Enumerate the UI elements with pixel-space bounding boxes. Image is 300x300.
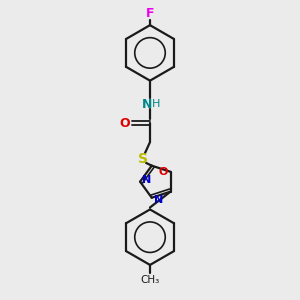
Text: S: S	[138, 152, 148, 166]
Text: F: F	[146, 7, 154, 20]
Text: N: N	[142, 175, 152, 185]
Text: O: O	[159, 167, 168, 177]
Text: CH₃: CH₃	[140, 275, 160, 285]
Text: H: H	[152, 99, 160, 110]
Text: N: N	[154, 195, 163, 205]
Text: O: O	[119, 117, 130, 130]
Text: N: N	[142, 98, 152, 111]
